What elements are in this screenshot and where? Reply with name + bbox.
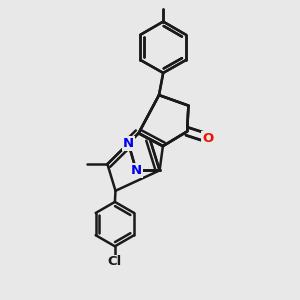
Text: O: O bbox=[202, 131, 213, 145]
Text: N: N bbox=[130, 164, 142, 177]
Text: N: N bbox=[123, 137, 134, 150]
Text: Cl: Cl bbox=[108, 255, 122, 268]
